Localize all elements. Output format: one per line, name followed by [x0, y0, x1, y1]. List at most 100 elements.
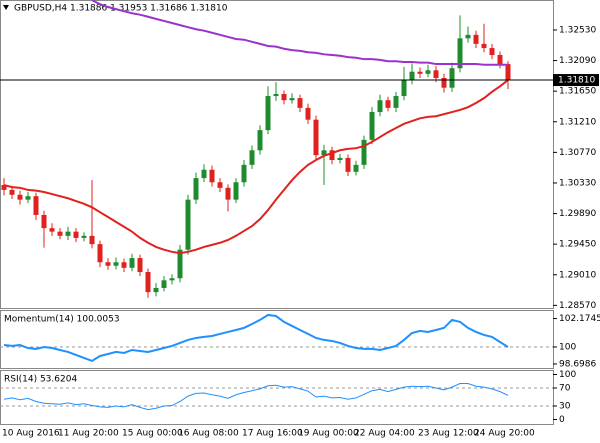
y-tick-label: 70 — [559, 384, 571, 394]
candle-body — [185, 199, 191, 250]
candle-body — [473, 34, 479, 44]
candle-body — [257, 130, 263, 151]
candle-body — [441, 77, 447, 88]
candle-body — [113, 262, 119, 266]
candle-body — [273, 93, 279, 97]
candle-body — [401, 80, 407, 97]
candle-body — [25, 196, 31, 200]
candle-body — [65, 231, 71, 236]
candle-body — [433, 70, 439, 78]
candle-body — [409, 71, 415, 81]
x-tick-label: 10 Aug 2016 — [2, 429, 60, 439]
candle-body — [73, 231, 79, 238]
indicator-line — [3, 313, 509, 363]
panel-title: Momentum(14) 100.0053 — [4, 315, 120, 325]
x-tick-label: 17 Aug 16:00 — [242, 429, 303, 439]
candle-body — [425, 70, 431, 74]
y-tick-label: 1.30330 — [559, 178, 596, 188]
candle-body — [385, 100, 391, 108]
y-tick-label: 1.29450 — [559, 240, 596, 250]
panel-frame — [0, 0, 554, 309]
candle-body — [49, 228, 55, 232]
x-tick-label: 19 Aug 00:00 — [298, 429, 359, 439]
panel-frame — [0, 310, 554, 369]
y-tick-label: 100 — [559, 342, 576, 352]
y-tick-label: 102.1745 — [559, 314, 600, 324]
y-tick-label: 1.29010 — [559, 270, 596, 280]
candle-body — [345, 157, 351, 172]
candle-body — [217, 182, 223, 188]
candle-body — [41, 214, 47, 229]
candle-body — [105, 262, 111, 266]
candle-body — [465, 34, 471, 39]
chart-title: GBPUSD,H4 1.31886 1.31953 1.31686 1.3181… — [14, 4, 228, 14]
candle-body — [449, 68, 455, 88]
price-box — [553, 74, 599, 87]
candle-body — [57, 231, 63, 236]
indicator-line — [3, 383, 509, 411]
x-tick-label: 15 Aug 00:00 — [122, 429, 183, 439]
candle-body — [505, 64, 511, 81]
y-tick-label: 1.32090 — [559, 56, 596, 66]
candle-body — [1, 185, 7, 190]
candle-body — [177, 249, 183, 279]
candle-body — [33, 196, 39, 215]
candle-body — [241, 164, 247, 183]
candle-body — [361, 139, 367, 165]
y-tick-label: 100 — [559, 370, 576, 380]
candle-body — [233, 182, 239, 200]
candle-body — [169, 278, 175, 281]
candle-body — [329, 150, 335, 161]
candle-body — [369, 112, 375, 140]
candle-body — [225, 187, 231, 200]
candle-body — [457, 38, 463, 69]
y-tick-label: 98.6986 — [559, 359, 596, 369]
candle-body — [9, 189, 15, 195]
y-tick-label: 1.28570 — [559, 301, 596, 311]
candle-body — [417, 71, 423, 74]
panel-frame — [0, 370, 554, 425]
menu-triangle — [3, 5, 9, 10]
x-tick-label: 22 Aug 04:00 — [354, 429, 415, 439]
panel-title: RSI(14) 53.6204 — [4, 375, 77, 385]
candle-body — [121, 262, 127, 268]
moving-average — [3, 79, 509, 255]
candle-body — [289, 98, 295, 101]
y-tick-label: 1.32530 — [559, 25, 596, 35]
candle-body — [137, 258, 143, 272]
candle-body — [17, 194, 23, 200]
candle-body — [193, 178, 199, 200]
candle-body — [97, 244, 103, 263]
candle-body — [489, 48, 495, 56]
candle-body — [201, 169, 207, 179]
candle-body — [337, 157, 343, 161]
x-tick-label: 11 Aug 20:00 — [58, 429, 119, 439]
candle-body — [265, 96, 271, 131]
candle-body — [313, 119, 319, 156]
candle-body — [497, 55, 503, 65]
candle-body — [153, 287, 159, 293]
candle-body — [377, 100, 383, 113]
candle-body — [161, 280, 167, 288]
candle-body — [145, 271, 151, 293]
candle-body — [281, 93, 287, 101]
candle-body — [89, 235, 95, 245]
y-tick-label: 0 — [559, 415, 565, 425]
moving-average — [91, 0, 508, 66]
x-tick-label: 23 Aug 12:00 — [418, 429, 479, 439]
candle-body — [209, 169, 215, 183]
candle-body — [305, 107, 311, 120]
x-tick-label: 16 Aug 08:00 — [178, 429, 239, 439]
y-tick-label: 1.30770 — [559, 148, 596, 158]
candle-body — [297, 98, 303, 108]
y-tick-label: 1.31210 — [559, 117, 596, 127]
candle-body — [129, 258, 135, 268]
y-tick-label: 1.31650 — [559, 87, 596, 97]
candle-body — [481, 43, 487, 49]
candle-body — [393, 96, 399, 108]
price-label: 1.31810 — [558, 76, 595, 86]
y-tick-label: 30 — [559, 402, 571, 412]
candle-body — [81, 235, 87, 238]
